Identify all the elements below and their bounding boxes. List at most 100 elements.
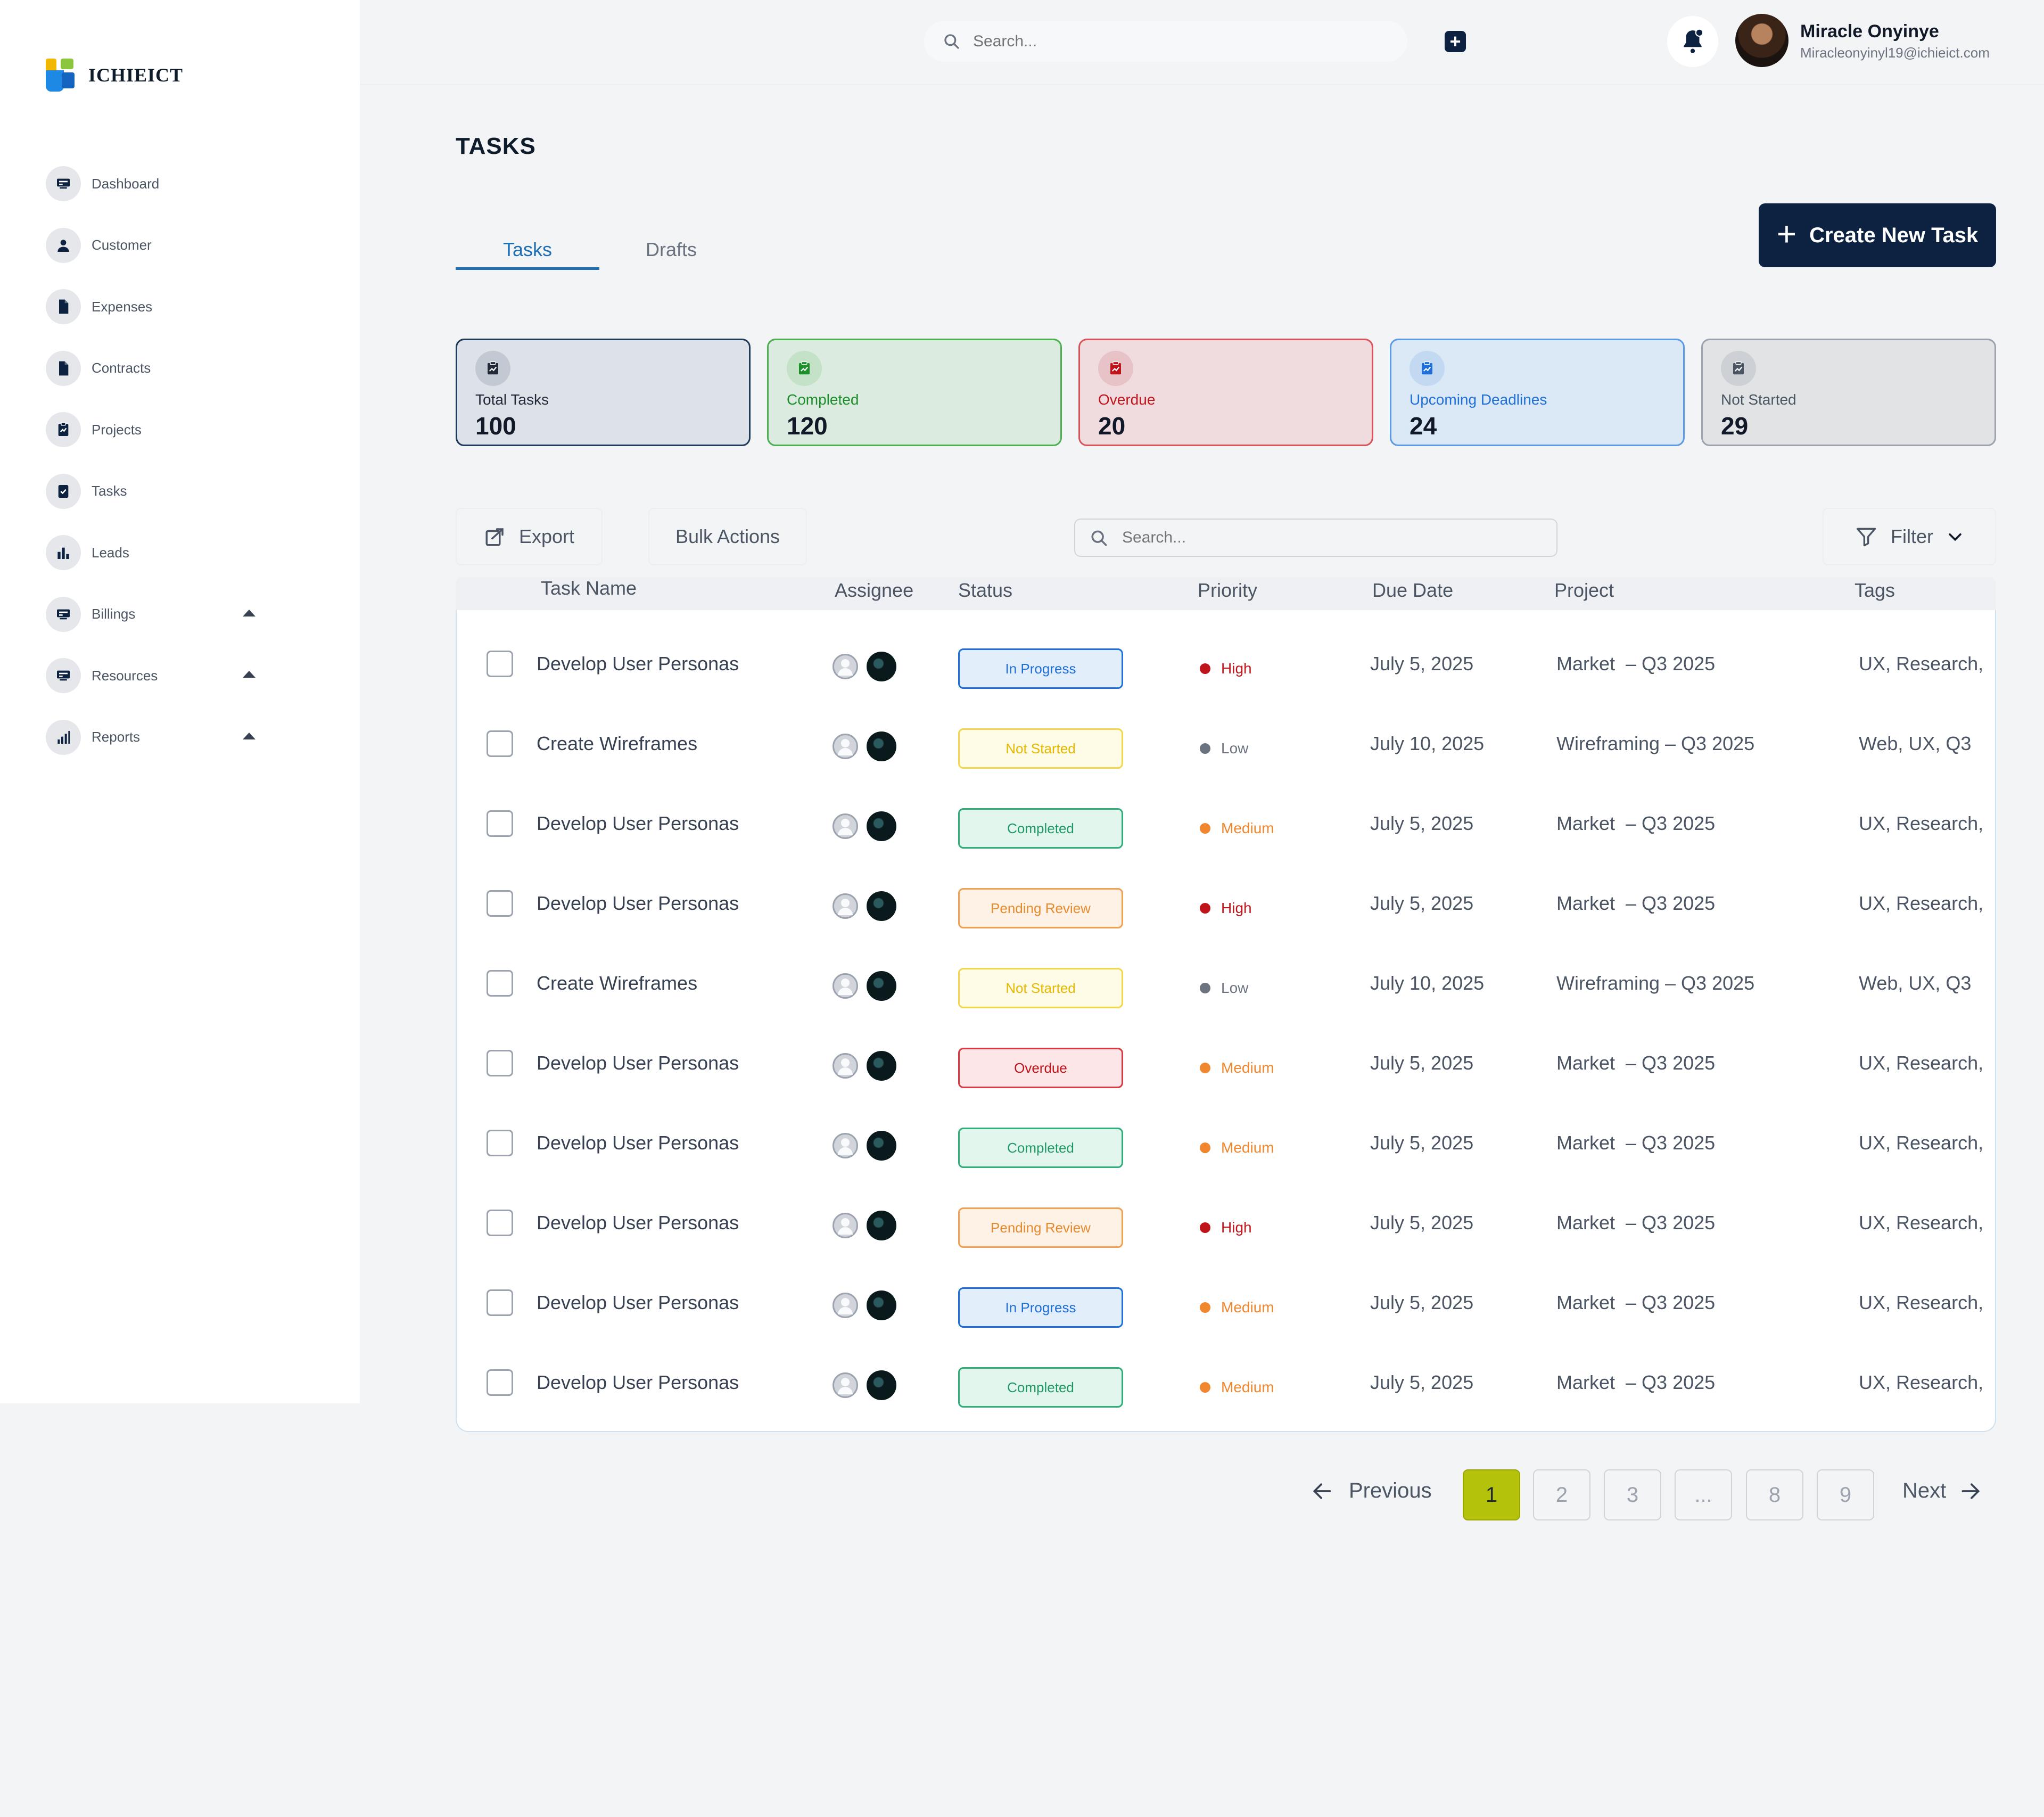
assignee-placeholder-avatar[interactable] <box>833 734 858 759</box>
column-header-task-name[interactable]: Task Name <box>541 577 637 599</box>
sidebar-item-expenses[interactable]: Expenses <box>46 288 269 325</box>
assignee-avatar[interactable] <box>867 971 896 1001</box>
tab-drafts[interactable]: Drafts <box>645 239 697 260</box>
table-row[interactable]: Develop User Personas Completed Medium July… <box>457 780 1995 860</box>
sidebar-item-customer[interactable]: Customer <box>46 227 269 264</box>
table-row[interactable]: Develop User Personas Pending Review High J… <box>457 860 1995 940</box>
table-search[interactable] <box>1074 519 1557 557</box>
table-row[interactable]: Develop User Personas Overdue Medium July 5… <box>457 1020 1995 1100</box>
column-header-status[interactable]: Status <box>958 579 1013 601</box>
task-name[interactable]: Develop User Personas <box>537 1132 739 1154</box>
filter-button[interactable]: Filter <box>1823 508 1996 565</box>
row-checkbox[interactable] <box>487 1210 513 1236</box>
page-button-3[interactable]: 3 <box>1604 1469 1661 1520</box>
table-row[interactable]: Develop User Personas Pending Review High J… <box>457 1180 1995 1260</box>
due-date: July 10, 2025 <box>1370 733 1485 754</box>
caret-up-icon[interactable] <box>243 732 256 739</box>
row-checkbox[interactable] <box>487 1050 513 1076</box>
sidebar-item-leads[interactable]: Leads <box>46 534 269 571</box>
previous-page-button[interactable]: Previous <box>1311 1479 1432 1503</box>
assignee-avatar[interactable] <box>867 1211 896 1240</box>
next-page-button[interactable]: Next <box>1902 1479 1982 1503</box>
task-name[interactable]: Develop User Personas <box>537 892 739 914</box>
assignee-placeholder-avatar[interactable] <box>833 1372 858 1398</box>
assignee-placeholder-avatar[interactable] <box>833 893 858 919</box>
row-checkbox[interactable] <box>487 890 513 917</box>
assignee-avatar[interactable] <box>867 1290 896 1320</box>
task-name[interactable]: Create Wireframes <box>537 733 698 754</box>
row-checkbox[interactable] <box>487 651 513 677</box>
assignee-avatar[interactable] <box>867 1131 896 1161</box>
table-row[interactable]: Create Wireframes Not Started Low July 10, … <box>457 940 1995 1020</box>
task-name[interactable]: Develop User Personas <box>537 1052 739 1074</box>
assignee-avatar[interactable] <box>867 1370 896 1400</box>
page-button-8[interactable]: 8 <box>1746 1469 1803 1520</box>
assignee-placeholder-avatar[interactable] <box>833 1213 858 1238</box>
create-new-task-button[interactable]: + Create New Task <box>1759 203 1996 267</box>
row-checkbox[interactable] <box>487 970 513 997</box>
export-button[interactable]: Export <box>456 508 603 565</box>
row-checkbox[interactable] <box>487 810 513 837</box>
row-checkbox[interactable] <box>487 1289 513 1316</box>
stat-value: 20 <box>1098 412 1126 440</box>
assignee-avatar[interactable] <box>867 1051 896 1081</box>
global-search-input[interactable] <box>973 32 1378 51</box>
assignee-avatar[interactable] <box>867 891 896 921</box>
assignee-placeholder-avatar[interactable] <box>833 1053 858 1079</box>
assignee-avatar[interactable] <box>867 652 896 681</box>
assignee-placeholder-avatar[interactable] <box>833 1293 858 1318</box>
table-row[interactable]: Develop User Personas In Progress High July… <box>457 621 1995 701</box>
task-name[interactable]: Develop User Personas <box>537 1371 739 1393</box>
task-name[interactable]: Develop User Personas <box>537 1292 739 1313</box>
page-button-9[interactable]: 9 <box>1817 1469 1874 1520</box>
table-row[interactable]: Develop User Personas In Progress Medium Ju… <box>457 1260 1995 1339</box>
column-header-priority[interactable]: Priority <box>1198 579 1258 601</box>
sidebar-item-reports[interactable]: Reports <box>46 719 269 756</box>
sidebar-item-tasks[interactable]: Tasks <box>46 473 269 510</box>
stat-card-upcoming-deadlines[interactable]: Upcoming Deadlines 24 <box>1390 339 1685 446</box>
assignee-placeholder-avatar[interactable] <box>833 813 858 839</box>
column-header-assignee[interactable]: Assignee <box>835 579 914 601</box>
task-name[interactable]: Develop User Personas <box>537 1212 739 1234</box>
column-header-project[interactable]: Project <box>1554 579 1614 601</box>
caret-up-icon[interactable] <box>243 671 256 678</box>
caret-up-icon[interactable] <box>243 609 256 616</box>
table-search-input[interactable] <box>1122 529 1537 547</box>
page-button-1[interactable]: 1 <box>1463 1469 1520 1520</box>
row-checkbox[interactable] <box>487 730 513 757</box>
task-name[interactable]: Develop User Personas <box>537 812 739 834</box>
notification-bell-icon[interactable] <box>1667 16 1718 67</box>
sidebar-item-resources[interactable]: Resources <box>46 657 269 694</box>
task-name[interactable]: Develop User Personas <box>537 653 739 675</box>
sidebar-item-billings[interactable]: Billings <box>46 596 269 633</box>
tab-tasks[interactable]: Tasks <box>456 239 599 270</box>
stat-card-overdue[interactable]: Overdue 20 <box>1078 339 1373 446</box>
assignee-placeholder-avatar[interactable] <box>833 973 858 999</box>
assignee-placeholder-avatar[interactable] <box>833 1133 858 1158</box>
stat-card-total-tasks[interactable]: Total Tasks 100 <box>456 339 751 446</box>
sidebar-item-dashboard[interactable]: Dashboard <box>46 165 269 202</box>
sidebar-item-contracts[interactable]: Contracts <box>46 350 269 387</box>
table-row[interactable]: Develop User Personas Completed Medium July… <box>457 1100 1995 1180</box>
stat-card-not-started[interactable]: Not Started 29 <box>1701 339 1996 446</box>
user-name: Miracle Onyinye <box>1800 21 1939 42</box>
stat-card-completed[interactable]: Completed 120 <box>767 339 1062 446</box>
assignee-avatar[interactable] <box>867 731 896 761</box>
column-header-due-date[interactable]: Due Date <box>1372 579 1454 601</box>
assignee-avatar[interactable] <box>867 811 896 841</box>
column-header-tags[interactable]: Tags <box>1855 579 1895 601</box>
row-checkbox[interactable] <box>487 1369 513 1396</box>
global-search[interactable] <box>924 21 1407 62</box>
quick-add-button[interactable]: + <box>1445 31 1466 52</box>
brand-logo[interactable]: ICHIEICT <box>46 59 183 92</box>
page-button-2[interactable]: 2 <box>1533 1469 1590 1520</box>
user-avatar[interactable] <box>1735 14 1789 67</box>
assignee-placeholder-avatar[interactable] <box>833 654 858 679</box>
table-row[interactable]: Develop User Personas Completed Medium July… <box>457 1339 1995 1419</box>
table-row[interactable]: Create Wireframes Not Started Low July 10, … <box>457 701 1995 780</box>
row-checkbox[interactable] <box>487 1130 513 1156</box>
sidebar-item-projects[interactable]: Projects <box>46 411 269 448</box>
bulk-actions-button[interactable]: Bulk Actions <box>648 508 807 565</box>
sidebar: ICHIEICT Dashboard Customer Expenses Contra… <box>0 0 360 1403</box>
task-name[interactable]: Create Wireframes <box>537 972 698 994</box>
